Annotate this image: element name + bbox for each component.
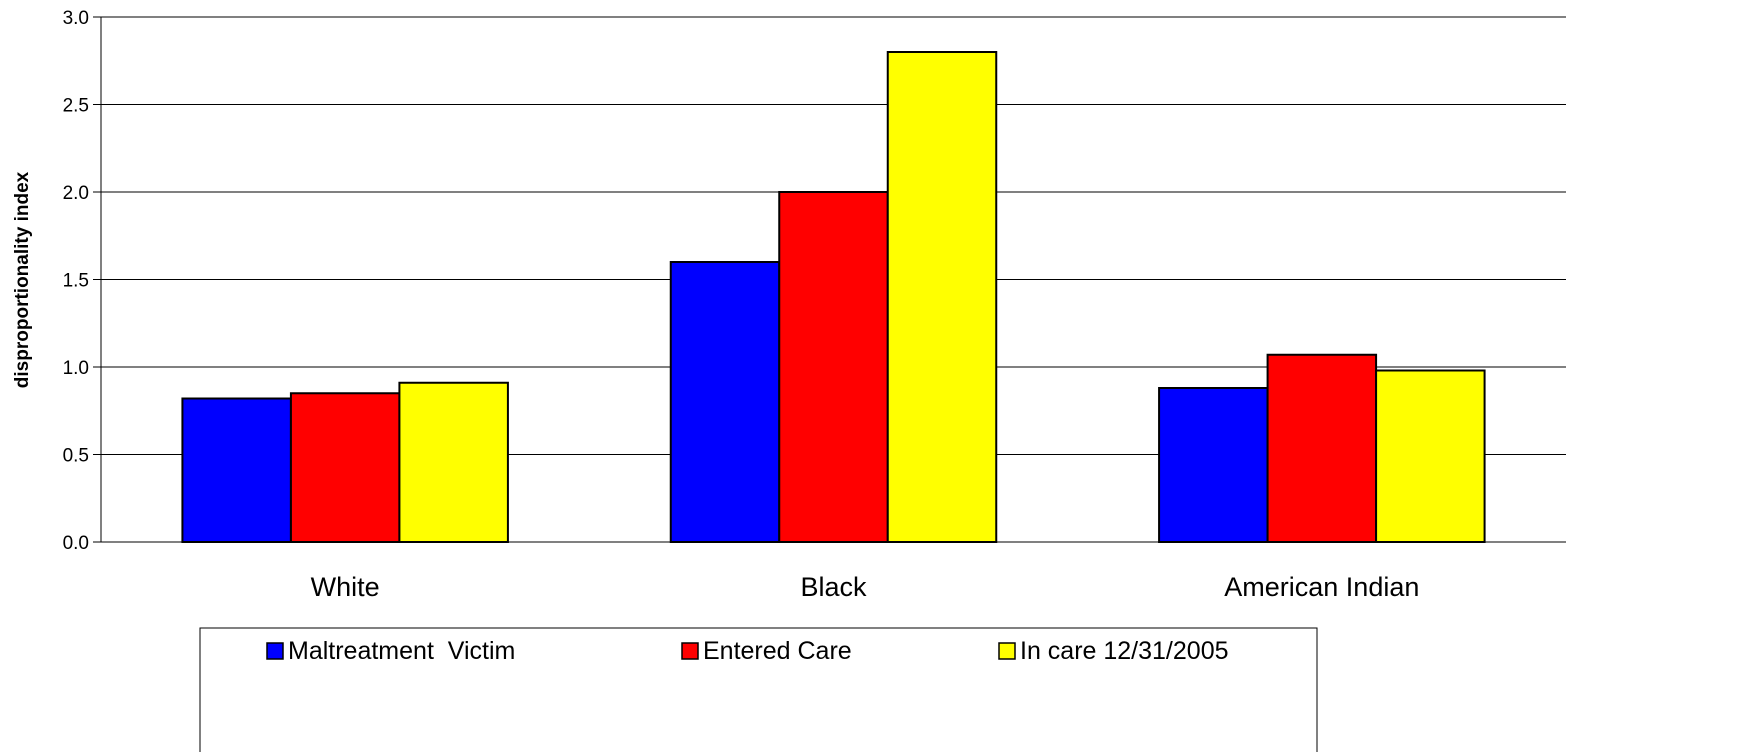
legend-swatch [681,642,699,660]
legend-label: Entered Care [703,637,852,665]
y-tick-labels: 0.0 0.5 1.0 1.5 2.0 2.5 3.0 [63,8,89,554]
bar [289,392,401,543]
y-axis-label: disproportionality index [12,171,33,388]
x-category-label: American Indian [1224,572,1419,602]
bar [181,397,292,543]
chart-container: 0.0 0.5 1.0 1.5 2.0 2.5 3.0 White Black American… [12,8,1566,752]
y-tick-label: 2.0 [63,183,89,204]
legend-swatch [998,642,1016,660]
y-tick-label: 3.0 [63,8,89,29]
bar [1158,387,1269,543]
x-category-label: Black [800,572,867,602]
bar [398,381,509,543]
bar [1375,369,1486,543]
legend-box [199,627,1318,752]
legend-label: In care 12/31/2005 [1020,637,1229,665]
x-category-label: White [311,572,380,602]
legend: Maltreatment Victim Entered Care In care 1… [199,627,1318,752]
bar-chart: 0.0 0.5 1.0 1.5 2.0 2.5 3.0 White Black American… [12,8,1566,752]
y-tick-label: 2.5 [63,96,89,117]
y-tick-label: 0.0 [63,533,89,554]
y-tick-label: 1.0 [63,358,89,379]
x-category-labels: White Black American Indian [311,572,1420,602]
y-tick-label: 0.5 [63,446,89,467]
legend-label: Maltreatment Victim [288,637,515,665]
bar [886,51,998,543]
y-tick-label: 1.5 [63,271,89,292]
bar [778,191,889,543]
legend-swatch [266,642,284,660]
bar [669,261,781,543]
bar [1266,353,1378,543]
bars [181,51,1486,543]
